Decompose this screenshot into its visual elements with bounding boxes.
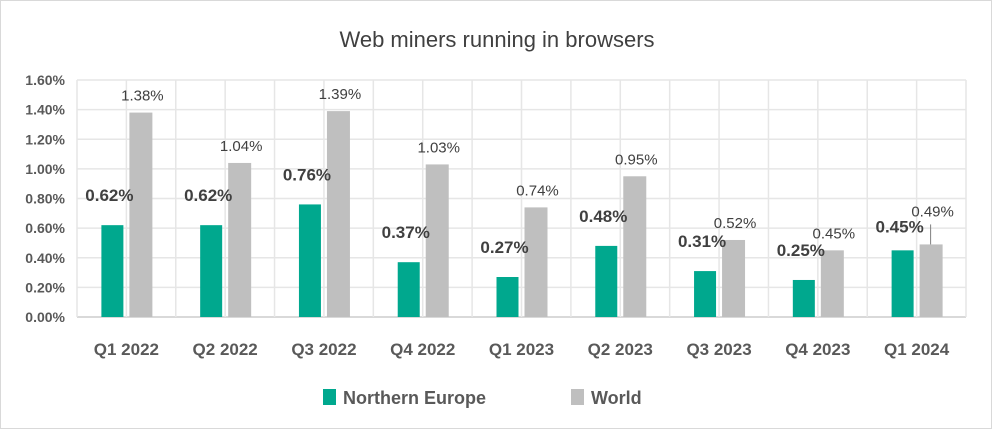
- data-label-northern-europe: 0.76%: [283, 165, 331, 184]
- x-tick-label: Q2 2022: [193, 340, 258, 359]
- data-label-world: 0.95%: [615, 151, 658, 168]
- bar-northern-europe: [792, 279, 815, 317]
- data-label-northern-europe: 0.37%: [382, 223, 430, 242]
- bar-world: [425, 164, 449, 317]
- bar-northern-europe: [397, 262, 420, 317]
- y-tick-label: 1.20%: [25, 131, 65, 147]
- legend-swatch-northern-europe: [323, 389, 336, 405]
- bar-world: [228, 162, 252, 317]
- bar-northern-europe: [101, 225, 124, 317]
- y-tick-label: 0.20%: [25, 279, 65, 295]
- data-label-world: 0.52%: [714, 215, 757, 232]
- legend-swatch-world: [571, 389, 584, 405]
- y-tick-label: 1.60%: [25, 72, 65, 88]
- x-tick-label: Q1 2022: [94, 340, 159, 359]
- data-label-world: 1.38%: [121, 88, 164, 105]
- bar-northern-europe: [496, 277, 519, 317]
- data-label-northern-europe: 0.48%: [579, 207, 627, 226]
- legend-label-world: World: [591, 388, 642, 408]
- bar-world: [326, 111, 350, 317]
- data-label-northern-europe: 0.25%: [777, 241, 825, 260]
- bar-world: [919, 244, 943, 317]
- x-tick-label: Q4 2022: [390, 340, 455, 359]
- x-tick-label: Q2 2023: [588, 340, 653, 359]
- x-tick-label: Q1 2024: [884, 340, 950, 359]
- x-tick-label: Q1 2023: [489, 340, 554, 359]
- data-label-northern-europe: 0.62%: [184, 186, 232, 205]
- bar-world: [623, 176, 647, 317]
- data-label-northern-europe: 0.62%: [85, 186, 133, 205]
- bar-northern-europe: [595, 245, 618, 317]
- legend: Northern Europe World: [323, 388, 642, 408]
- data-label-northern-europe: 0.31%: [678, 232, 726, 251]
- y-tick-label: 0.00%: [25, 309, 65, 325]
- x-axis: Q1 2022 Q2 2022 Q3 2022 Q4 2022 Q1 2023 Q2 20…: [94, 340, 950, 359]
- bar-northern-europe: [891, 250, 914, 317]
- x-tick-label: Q3 2022: [291, 340, 356, 359]
- x-tick-label: Q4 2023: [785, 340, 850, 359]
- bar-world: [524, 207, 548, 317]
- legend-label-northern-europe: Northern Europe: [343, 388, 486, 408]
- data-label-northern-europe: 0.45%: [876, 217, 924, 236]
- data-labels: 0.62% 1.38% 0.62% 1.04% 0.76% 1.39% 0.37% 1.03%…: [85, 86, 954, 260]
- data-label-world: 0.74%: [516, 182, 559, 199]
- data-label-world: 1.04%: [220, 138, 263, 155]
- data-label-world: 0.49%: [911, 203, 954, 220]
- data-label-world: 1.03%: [417, 139, 460, 156]
- bar-world: [722, 239, 746, 317]
- y-tick-label: 1.00%: [25, 161, 65, 177]
- bar-world: [820, 250, 844, 317]
- gridlines: [76, 79, 967, 318]
- data-label-northern-europe: 0.27%: [480, 238, 528, 257]
- bar-world: [129, 112, 153, 318]
- y-tick-label: 0.80%: [25, 191, 65, 207]
- y-axis: 0.00% 0.20% 0.40% 0.60% 0.80% 1.00% 1.20% 1.40%…: [25, 72, 65, 325]
- bar-northern-europe: [298, 204, 321, 317]
- data-label-world: 1.39%: [319, 86, 362, 103]
- data-label-world: 0.45%: [813, 225, 856, 242]
- bar-northern-europe: [694, 271, 717, 317]
- y-tick-label: 1.40%: [25, 102, 65, 118]
- bars: [101, 111, 943, 318]
- bar-northern-europe: [200, 225, 223, 317]
- y-tick-label: 0.40%: [25, 250, 65, 266]
- x-tick-label: Q3 2023: [686, 340, 751, 359]
- y-tick-label: 0.60%: [25, 220, 65, 236]
- chart-title: Web miners running in browsers: [339, 27, 654, 52]
